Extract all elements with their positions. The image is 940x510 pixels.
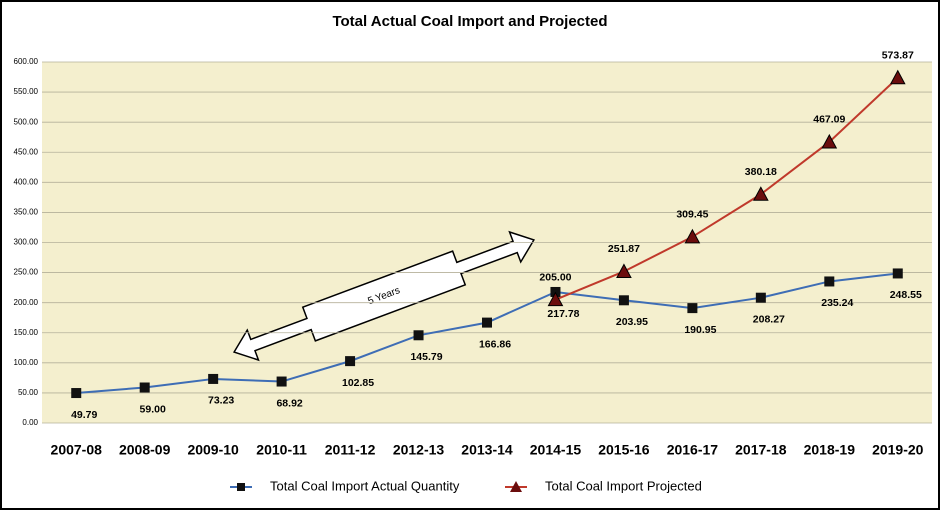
marker [547,291,564,307]
data-label: 68.92 [276,397,302,409]
x-tick-label: 2015-16 [598,442,650,458]
x-tick-label: 2016-17 [667,442,719,458]
marker [755,292,766,303]
marker [345,356,356,367]
marker [687,303,698,314]
marker [889,69,906,85]
chart-title: Total Actual Coal Import and Projected [332,13,607,30]
marker [616,263,632,278]
marker [276,376,287,387]
marker [684,228,701,244]
x-tick-label: 2009-10 [187,442,239,458]
legend-marker [510,481,522,492]
data-label: 309.45 [676,209,708,221]
data-label: 467.09 [813,114,845,126]
annotation-arrow: 5 Years [233,230,535,362]
x-tick-label: 2014-15 [530,442,582,458]
data-label: 205.00 [539,271,571,283]
data-label: 203.95 [616,316,648,328]
legend-label: Total Coal Import Actual Quantity [270,478,460,493]
y-tick-label: 200.00 [14,298,39,307]
series-line [555,76,899,301]
y-tick-label: 550.00 [14,87,39,96]
y-tick-label: 100.00 [14,358,39,367]
x-tick-label: 2007-08 [51,442,103,458]
marker [413,330,424,341]
marker [71,388,82,399]
data-label: 59.00 [140,403,166,415]
legend-marker [237,483,245,491]
data-label: 380.18 [745,166,777,178]
data-label: 73.23 [208,395,234,407]
y-tick-label: 250.00 [14,268,39,277]
y-tick-label: 500.00 [14,117,39,126]
y-tick-label: 300.00 [14,238,39,247]
y-tick-label: 350.00 [14,208,39,217]
data-label: 145.79 [410,351,442,363]
y-tick-label: 50.00 [18,388,39,397]
legend-item: Total Coal Import Projected [505,478,702,493]
y-tick-label: 150.00 [14,328,39,337]
data-label: 208.27 [753,313,785,325]
x-tick-label: 2017-18 [735,442,787,458]
x-tick-label: 2018-19 [804,442,856,458]
y-tick-label: 450.00 [14,147,39,156]
x-tick-label: 2011-12 [325,442,376,458]
marker [892,268,903,279]
data-label: 248.55 [890,289,922,301]
legend-label: Total Coal Import Projected [545,478,702,493]
marker [618,295,629,306]
marker [753,186,769,201]
y-tick-label: 400.00 [14,177,39,186]
marker [482,317,492,328]
x-tick-label: 2019-20 [872,442,924,458]
x-tick-label: 2013-14 [461,442,513,458]
x-tick-label: 2012-13 [393,442,445,458]
data-label: 102.85 [342,377,374,389]
data-label: 49.79 [71,409,97,421]
data-label: 251.87 [608,243,640,255]
data-label: 235.24 [821,297,853,309]
x-tick-label: 2008-09 [119,442,171,458]
data-label: 166.86 [479,338,511,350]
marker [208,373,219,384]
data-label: 573.87 [882,50,914,62]
data-label: 217.78 [547,308,579,320]
y-tick-label: 600.00 [14,57,39,66]
marker [824,276,835,287]
arrow-shape [233,230,535,362]
data-label: 190.95 [684,324,716,336]
legend-item: Total Coal Import Actual Quantity [230,478,460,493]
x-tick-label: 2010-11 [256,442,307,458]
marker [821,133,838,149]
y-tick-label: 0.00 [22,418,38,427]
marker [139,382,150,393]
